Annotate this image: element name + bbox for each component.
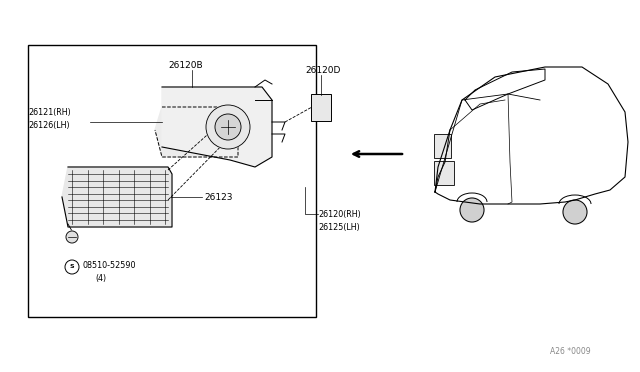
- FancyBboxPatch shape: [434, 161, 454, 185]
- Text: 26123: 26123: [204, 192, 232, 202]
- FancyBboxPatch shape: [311, 94, 331, 121]
- Text: 26120B: 26120B: [168, 61, 203, 70]
- Polygon shape: [62, 167, 172, 227]
- Text: 26120(RH): 26120(RH): [318, 209, 361, 218]
- Text: A26 *0009: A26 *0009: [550, 347, 591, 356]
- Polygon shape: [162, 87, 272, 167]
- FancyBboxPatch shape: [434, 134, 451, 158]
- Text: 26125(LH): 26125(LH): [318, 222, 360, 231]
- Text: 26126(LH): 26126(LH): [28, 121, 70, 129]
- Text: 26120D: 26120D: [305, 65, 340, 74]
- Text: 26121(RH): 26121(RH): [28, 108, 71, 116]
- Text: (4): (4): [95, 275, 106, 283]
- Circle shape: [66, 231, 78, 243]
- Text: S: S: [70, 264, 74, 269]
- Circle shape: [215, 114, 241, 140]
- Polygon shape: [155, 107, 238, 157]
- Circle shape: [460, 198, 484, 222]
- Circle shape: [563, 200, 587, 224]
- Text: 08510-52590: 08510-52590: [82, 262, 136, 270]
- Circle shape: [206, 105, 250, 149]
